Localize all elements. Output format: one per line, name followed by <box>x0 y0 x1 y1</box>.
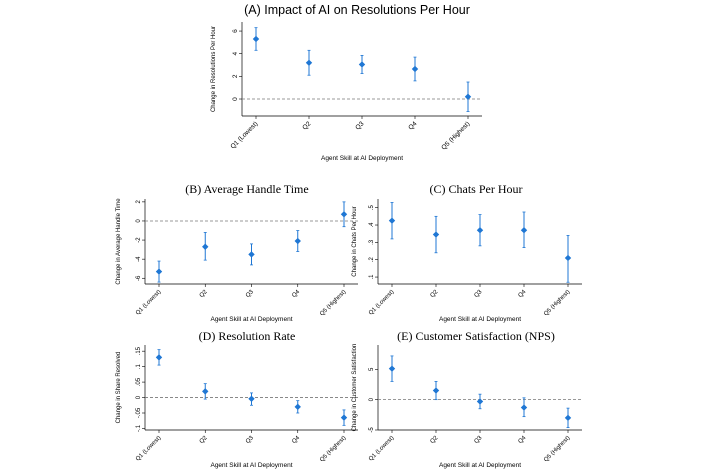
x-tick-label: Q5 (Highest) <box>543 435 571 463</box>
chart-title: (E) Customer Satisfaction (NPS) <box>397 329 555 343</box>
y-tick-label: .1 <box>136 363 142 369</box>
point-estimate <box>294 237 301 245</box>
x-tick-label: Q3 <box>474 435 484 445</box>
x-tick-label: Q4 <box>291 435 301 445</box>
y-tick-label: -5 <box>369 427 375 433</box>
point-estimate <box>411 65 419 73</box>
x-tick-label: Q2 <box>430 435 440 445</box>
x-axis-title: Agent Skill at AI Deployment <box>321 155 403 162</box>
point-estimate <box>155 354 163 361</box>
y-tick-label: -.1 <box>136 424 142 432</box>
x-tick-label: Q1 (Lowest) <box>135 289 162 316</box>
x-axis-title: Agent Skill at AI Deployment <box>210 316 292 323</box>
x-axis-title: Agent Skill at AI Deployment <box>439 316 521 323</box>
x-tick-label: Q1 (Lowest) <box>229 120 259 150</box>
panel-d: (D) Resolution Rate .15 .1 .05 0 -.05 -.1 Q1 (L… <box>116 329 358 469</box>
y-axis-title: Change in Average Handle Time <box>116 198 122 285</box>
x-tick-label: Q2 <box>199 289 209 299</box>
y-tick-label: .5 <box>369 205 375 211</box>
point-estimate <box>202 243 209 250</box>
y-tick-label: 0 <box>136 395 142 399</box>
y-tick-label: -4 <box>136 256 142 262</box>
y-tick-label: 6 <box>232 29 239 33</box>
point-estimate <box>564 254 572 262</box>
x-tick-label: Q4 <box>518 289 528 299</box>
y-tick-label: -6 <box>136 275 142 281</box>
x-tick-label: Q2 <box>430 289 440 299</box>
x-tick-label: Q5 (Highest) <box>543 289 571 317</box>
panel-a: (A) Impact of AI on Resolutions Per Hour… <box>211 3 482 162</box>
y-tick-label: -2 <box>136 237 142 243</box>
y-tick-label: -.05 <box>136 407 142 418</box>
panel-c: (C) Chats Per Hour .1 .2 .3 .4 .5 Q1 (Lowest) Q… <box>352 182 582 323</box>
panel-b: (B) Average Handle Time 2 0 -2 -4 -6 Q1 (Lowes… <box>116 182 358 323</box>
point-estimate <box>464 93 472 100</box>
y-tick-label: .1 <box>369 274 375 280</box>
x-tick-label: Q1 (Lowest) <box>135 435 162 462</box>
x-tick-label: Q5 (Highest) <box>319 435 347 463</box>
x-tick-label: Q3 <box>245 435 255 445</box>
point-estimate <box>476 227 484 234</box>
x-tick-label: Q3 <box>474 289 484 299</box>
chart-title: (C) Chats Per Hour <box>430 182 523 196</box>
panel-e: (E) Customer Satisfaction (NPS) 5 0 -5 Q1 (L… <box>352 329 582 469</box>
y-axis-title: Change in Resolutions Per Hour <box>211 26 217 112</box>
x-tick-label: Q3 <box>245 289 255 299</box>
y-axis-title: Change in Chats Per Hour <box>352 206 358 276</box>
point-estimate <box>340 414 348 421</box>
x-tick-label: Q3 <box>354 120 365 131</box>
x-axis-title: Agent Skill at AI Deployment <box>439 462 521 469</box>
chart-title: (D) Resolution Rate <box>199 329 296 343</box>
x-tick-label: Q1 (Lowest) <box>368 289 395 316</box>
y-tick-label: .4 <box>369 222 375 228</box>
chart-title: (A) Impact of AI on Resolutions Per Hour <box>244 3 470 17</box>
y-tick-label: 0 <box>369 397 375 401</box>
point-estimate <box>340 211 348 218</box>
point-estimate <box>520 404 528 411</box>
x-axis-title: Agent Skill at AI Deployment <box>210 462 292 469</box>
point-estimate <box>248 251 255 258</box>
y-tick-label: 5 <box>369 367 375 371</box>
chart-title: (B) Average Handle Time <box>185 182 308 196</box>
y-tick-label: 2 <box>232 74 239 78</box>
point-estimate <box>358 61 366 68</box>
point-estimate <box>432 231 440 238</box>
x-tick-label: Q5 (Highest) <box>440 120 471 151</box>
point-estimate <box>305 59 313 66</box>
x-tick-label: Q2 <box>199 435 209 445</box>
x-tick-label: Q4 <box>518 435 528 445</box>
x-tick-label: Q2 <box>301 120 312 131</box>
point-estimate <box>248 395 255 402</box>
point-estimate <box>388 365 396 372</box>
y-tick-label: .05 <box>136 377 142 386</box>
point-estimate <box>476 398 484 405</box>
x-tick-label: Q1 (Lowest) <box>368 435 395 462</box>
x-tick-label: Q4 <box>291 289 301 299</box>
y-tick-label: .3 <box>369 239 375 245</box>
y-tick-label: 0 <box>136 219 142 223</box>
point-estimate <box>564 414 572 422</box>
y-tick-label: .15 <box>136 346 142 355</box>
point-estimate <box>155 268 163 275</box>
y-tick-label: 2 <box>136 200 142 204</box>
y-axis-title: Change in Customer Satisfaction <box>352 344 358 432</box>
y-tick-label: .2 <box>369 257 375 263</box>
point-estimate <box>294 403 301 411</box>
y-tick-label: 0 <box>232 97 239 101</box>
point-estimate <box>252 35 260 43</box>
point-estimate <box>202 388 209 395</box>
x-tick-label: Q4 <box>407 120 418 131</box>
y-tick-label: 4 <box>232 52 239 56</box>
y-axis-title: Change in Share Resolved <box>116 352 122 424</box>
x-tick-label: Q5 (Highest) <box>319 289 347 317</box>
point-estimate <box>520 227 528 234</box>
point-estimate <box>388 217 396 224</box>
point-estimate <box>432 387 440 394</box>
